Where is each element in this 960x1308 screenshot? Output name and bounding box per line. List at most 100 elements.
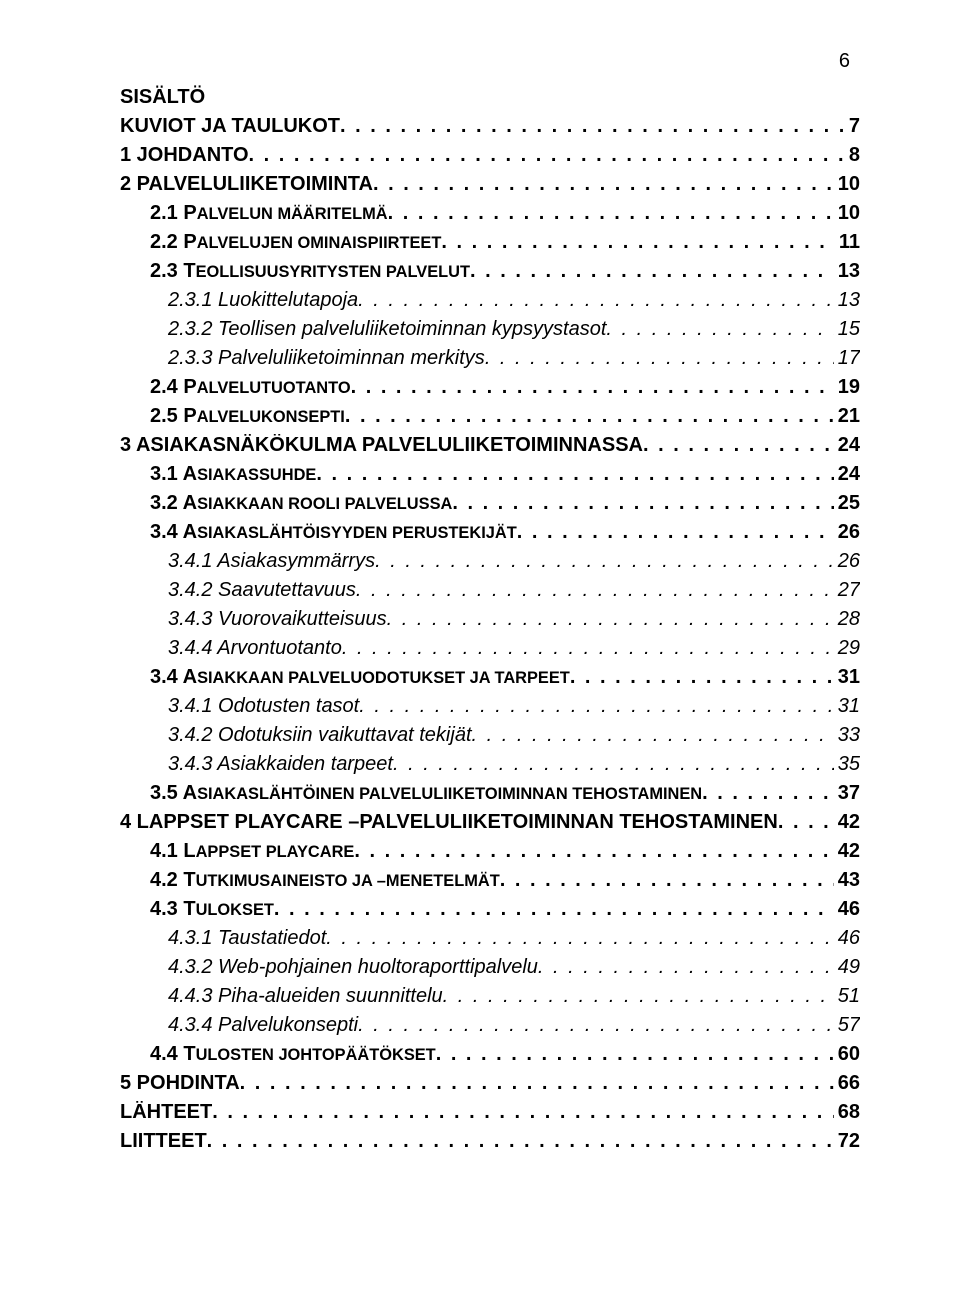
- toc-entry-label: 2 PALVELULIIKETOIMINTA: [120, 173, 373, 196]
- toc-entry: 4.2 TUTKIMUSAINEISTO JA –MENETELMÄT 43: [120, 869, 860, 892]
- toc-leader-dots: [207, 1130, 834, 1153]
- toc-entry-page: 33: [834, 724, 860, 747]
- toc-entry-label: 2.2 PALVELUJEN OMINAISPIIRTEET: [150, 231, 441, 254]
- toc-entry-page: 25: [834, 492, 860, 515]
- toc-entry-prefix: 2.4 P: [150, 376, 197, 398]
- toc-entry-label: 3.4 ASIAKKAAN PALVELUODOTUKSET JA TARPEE…: [150, 666, 570, 689]
- toc-leader-dots: [240, 1072, 834, 1095]
- toc-entry-label: 3.4.2 Odotuksiin vaikuttavat tekijät: [168, 724, 472, 747]
- toc-leader-dots: [316, 463, 833, 486]
- toc-entry-rest: ALVELUKONSEPTI: [197, 408, 345, 426]
- toc-leader-dots: [358, 289, 834, 312]
- toc-entry-label: 2.1 PALVELUN MÄÄRITELMÄ: [150, 202, 388, 225]
- toc-entry-prefix: 3.2 A: [150, 492, 197, 514]
- toc-entry-page: 8: [845, 144, 860, 167]
- toc-entry: LIITTEET 72: [120, 1130, 860, 1153]
- toc-entry: 4.3.1 Taustatiedot 46: [120, 927, 860, 950]
- toc-entry: 3 ASIAKASNÄKÖKULMA PALVELULIIKETOIMINNAS…: [120, 434, 860, 457]
- toc-leader-dots: [373, 173, 834, 196]
- toc-entry-rest: ULOSTEN JOHTOPÄÄTÖKSET: [196, 1046, 436, 1064]
- toc-entry: 2.4 PALVELUTUOTANTO 19: [120, 376, 860, 399]
- toc-entry-label: 2.3.1 Luokittelutapoja: [168, 289, 358, 312]
- toc-entry: 3.4.1 Odotusten tasot 31: [120, 695, 860, 718]
- toc-entry: 3.1 ASIAKASSUHDE 24: [120, 463, 860, 486]
- toc-entry-page: 31: [834, 695, 860, 718]
- toc-entry-page: 29: [834, 637, 860, 660]
- table-of-contents: KUVIOT JA TAULUKOT 71 JOHDANTO 82 PALVEL…: [120, 115, 860, 1153]
- toc-entry: 4.4 TULOSTEN JOHTOPÄÄTÖKSET 60: [120, 1043, 860, 1066]
- toc-entry-rest: SIAKKAAN PALVELUODOTUKSET JA TARPEET: [197, 669, 570, 687]
- document-page: 6 SISÄLTÖ KUVIOT JA TAULUKOT 71 JOHDANTO…: [0, 0, 960, 1308]
- toc-entry: 2.3.2 Teollisen palveluliiketoiminnan ky…: [120, 318, 860, 341]
- toc-entry-label: 4.3.2 Web-pohjainen huoltoraporttipalvel…: [168, 956, 538, 979]
- toc-entry-prefix: 3.4 A: [150, 521, 197, 543]
- toc-entry: 4.3.4 Palvelukonsepti 57: [120, 1014, 860, 1037]
- toc-entry: 3.5 ASIAKASLÄHTÖINEN PALVELULIIKETOIMINN…: [120, 782, 860, 805]
- toc-entry-page: 27: [834, 579, 860, 602]
- toc-entry-prefix: 3.4 A: [150, 666, 197, 688]
- toc-entry: 3.2 ASIAKKAAN ROOLI PALVELUSSA 25: [120, 492, 860, 515]
- toc-entry-label: 2.3 TEOLLISUUSYRITYSTEN PALVELUT: [150, 260, 470, 283]
- toc-entry-page: 43: [834, 869, 860, 892]
- toc-entry-page: 72: [834, 1130, 860, 1153]
- toc-entry-prefix: 2.2 P: [150, 231, 197, 253]
- toc-entry-prefix: 4.4 T: [150, 1043, 196, 1065]
- toc-entry-page: 31: [834, 666, 860, 689]
- toc-leader-dots: [358, 1014, 834, 1037]
- toc-entry: 4 LAPPSET PLAYCARE –PALVELULIIKETOIMINNA…: [120, 811, 860, 834]
- toc-leader-dots: [452, 492, 833, 515]
- toc-entry-page: 11: [835, 231, 860, 254]
- toc-leader-dots: [472, 724, 834, 747]
- toc-entry-rest: APPSET PLAYCARE: [196, 843, 355, 861]
- toc-entry: 3.4 ASIAKKAAN PALVELUODOTUKSET JA TARPEE…: [120, 666, 860, 689]
- toc-entry: LÄHTEET 68: [120, 1101, 860, 1124]
- toc-leader-dots: [443, 985, 834, 1008]
- toc-entry-rest: SIAKASLÄHTÖINEN PALVELULIIKETOIMINNAN TE…: [197, 785, 702, 803]
- toc-entry-label: 3.4.1 Asiakasymmärrys: [168, 550, 375, 573]
- toc-entry-page: 60: [834, 1043, 860, 1066]
- toc-leader-dots: [517, 521, 834, 544]
- toc-leader-dots: [375, 550, 834, 573]
- toc-entry: 2 PALVELULIIKETOIMINTA 10: [120, 173, 860, 196]
- toc-leader-dots: [538, 956, 834, 979]
- toc-entry: 4.1 LAPPSET PLAYCARE 42: [120, 840, 860, 863]
- toc-entry-label: 4.1 LAPPSET PLAYCARE: [150, 840, 354, 863]
- section-heading: SISÄLTÖ: [120, 86, 860, 109]
- toc-entry-label: 3.5 ASIAKASLÄHTÖINEN PALVELULIIKETOIMINN…: [150, 782, 702, 805]
- toc-entry-rest: ALVELUN MÄÄRITELMÄ: [197, 205, 388, 223]
- toc-leader-dots: [606, 318, 833, 341]
- toc-entry: 2.3.3 Palveluliiketoiminnan merkitys 17: [120, 347, 860, 370]
- toc-entry-page: 57: [834, 1014, 860, 1037]
- toc-entry-page: 68: [834, 1101, 860, 1124]
- toc-leader-dots: [485, 347, 834, 370]
- toc-entry-label: 5 POHDINTA: [120, 1072, 240, 1095]
- toc-entry-label: 4.4.3 Piha-alueiden suunnittelu: [168, 985, 443, 1008]
- toc-entry-rest: SIAKKAAN ROOLI PALVELUSSA: [197, 495, 452, 513]
- toc-entry-label: 4 LAPPSET PLAYCARE –PALVELULIIKETOIMINNA…: [120, 811, 778, 834]
- toc-entry: 2.3 TEOLLISUUSYRITYSTEN PALVELUT 13: [120, 260, 860, 283]
- toc-leader-dots: [274, 898, 834, 921]
- toc-entry-label: 2.3.2 Teollisen palveluliiketoiminnan ky…: [168, 318, 606, 341]
- toc-entry-prefix: 4.2 T: [150, 869, 196, 891]
- toc-entry-label: 3.4.3 Asiakkaiden tarpeet: [168, 753, 393, 776]
- toc-entry: 3.4.3 Asiakkaiden tarpeet 35: [120, 753, 860, 776]
- toc-entry: 3.4.2 Odotuksiin vaikuttavat tekijät 33: [120, 724, 860, 747]
- toc-entry: 4.3.2 Web-pohjainen huoltoraporttipalvel…: [120, 956, 860, 979]
- toc-entry: 4.3 TULOKSET 46: [120, 898, 860, 921]
- toc-entry: 3.4.3 Vuorovaikutteisuus 28: [120, 608, 860, 631]
- toc-leader-dots: [212, 1101, 834, 1124]
- toc-entry-prefix: 2.3 T: [150, 260, 196, 282]
- toc-entry-page: 17: [834, 347, 860, 370]
- toc-entry-page: 13: [834, 260, 860, 283]
- toc-entry-prefix: 3.5 A: [150, 782, 197, 804]
- toc-entry-page: 42: [834, 811, 860, 834]
- toc-entry-label: KUVIOT JA TAULUKOT: [120, 115, 340, 138]
- toc-entry-rest: SIAKASSUHDE: [197, 466, 316, 484]
- toc-entry-prefix: 2.5 P: [150, 405, 197, 427]
- toc-entry-rest: EOLLISUUSYRITYSTEN PALVELUT: [196, 263, 470, 281]
- toc-leader-dots: [345, 405, 834, 428]
- toc-entry-label: LIITTEET: [120, 1130, 207, 1153]
- toc-entry-label: 3.1 ASIAKASSUHDE: [150, 463, 316, 486]
- toc-entry: 2.1 PALVELUN MÄÄRITELMÄ 10: [120, 202, 860, 225]
- toc-entry-label: 4.2 TUTKIMUSAINEISTO JA –MENETELMÄT: [150, 869, 500, 892]
